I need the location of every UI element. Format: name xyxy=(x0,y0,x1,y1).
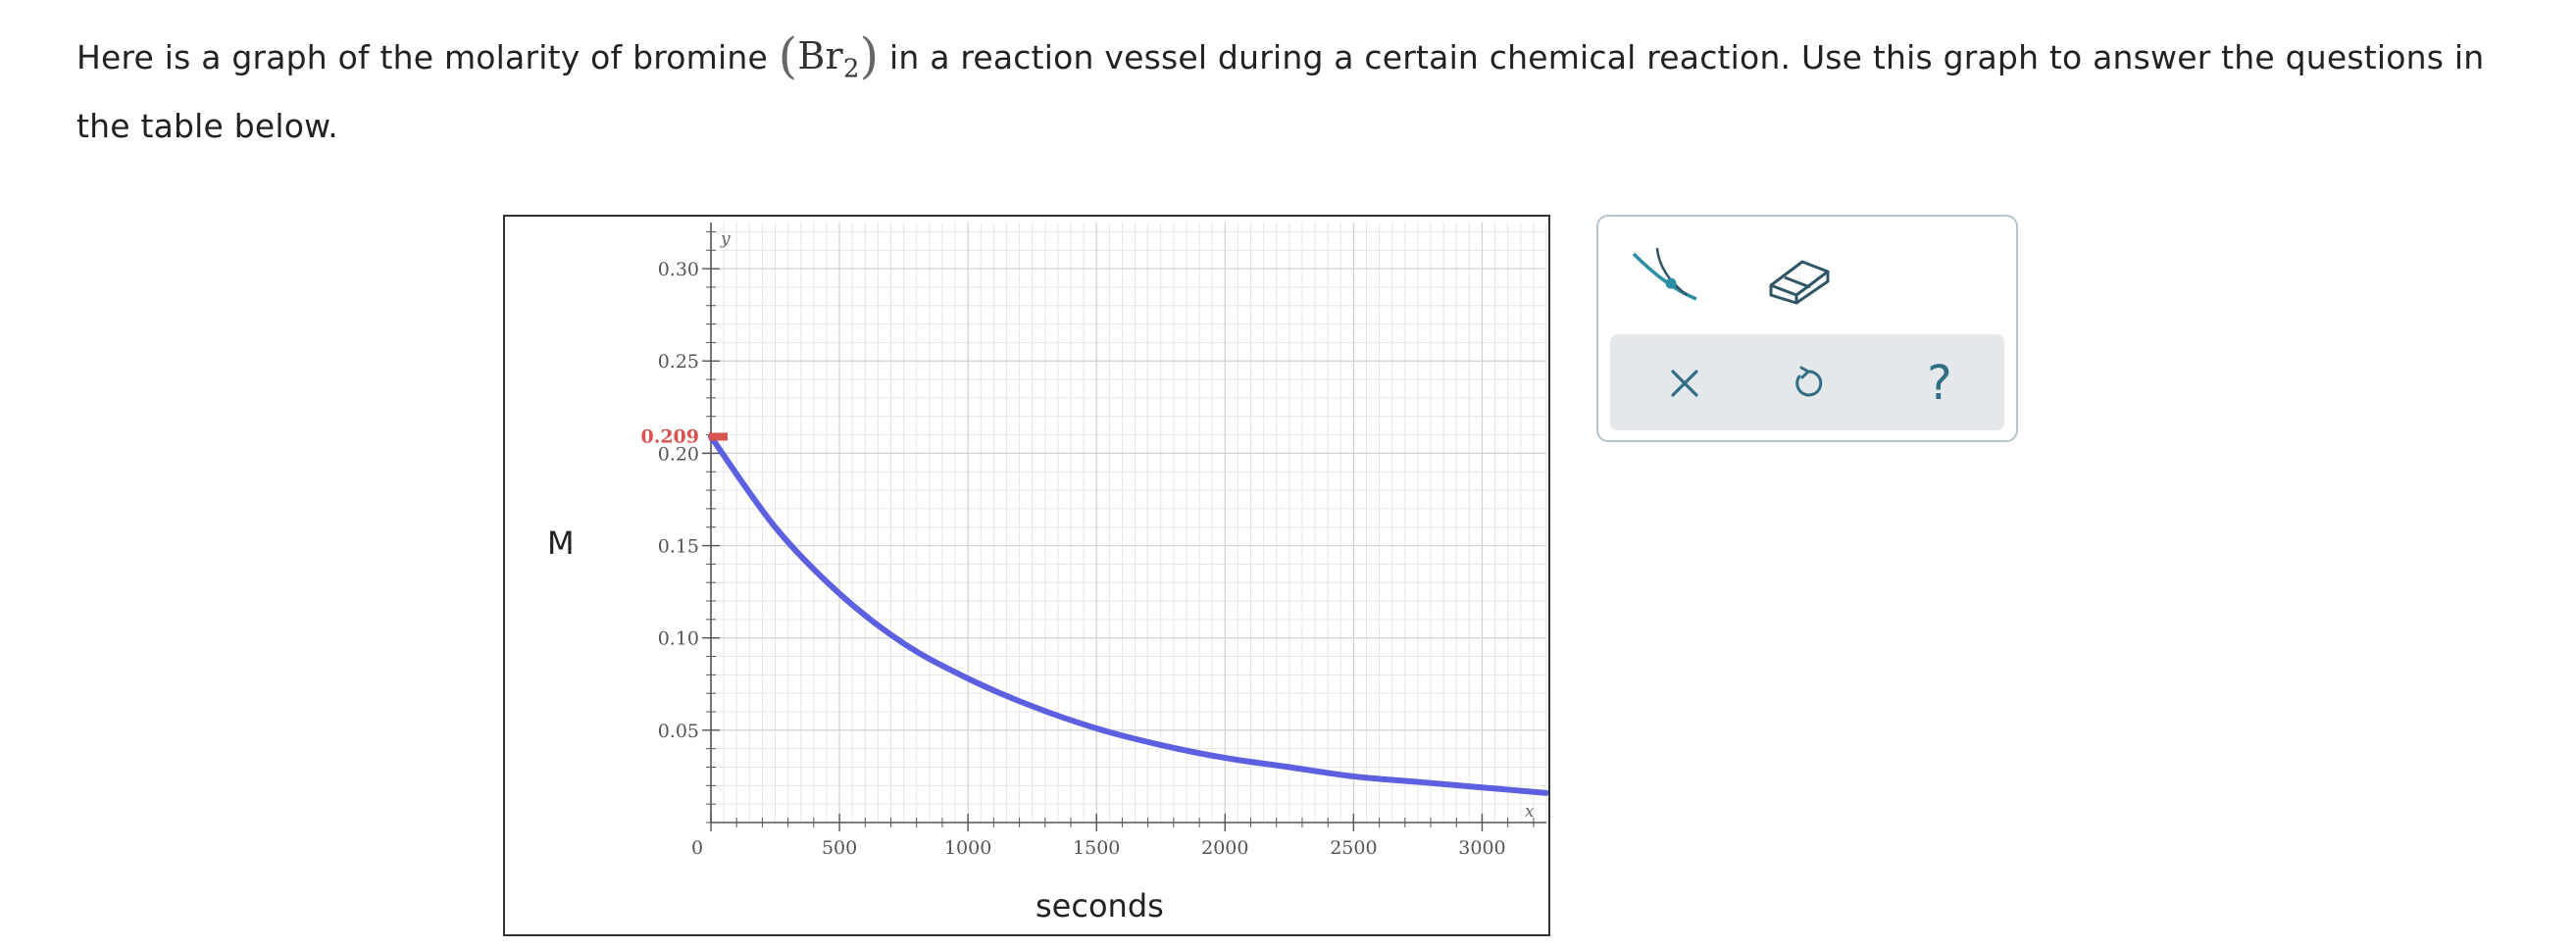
x-tick-label: 2500 xyxy=(1330,837,1377,859)
x-variable-label: x xyxy=(1525,802,1535,822)
y-axis-title: M xyxy=(547,524,575,562)
action-bar: ? xyxy=(1610,334,2004,430)
intro-after: in a reaction vessel during a certain ch… xyxy=(76,38,2485,145)
initial-value-label: 0.209 xyxy=(641,425,700,447)
eraser-tool[interactable] xyxy=(1763,246,1838,311)
molarity-curve[interactable] xyxy=(708,433,1548,796)
x-tick-label: 3000 xyxy=(1458,837,1505,859)
curve-draw-tool[interactable] xyxy=(1628,244,1706,311)
y-variable-label: y xyxy=(720,229,731,249)
eraser-icon xyxy=(1769,260,1830,305)
intro-before: Here is a graph of the molarity of bromi… xyxy=(76,38,779,76)
y-tick-label: 0.10 xyxy=(658,628,699,650)
undo-button[interactable] xyxy=(1781,356,1836,411)
x-tick-label: 1500 xyxy=(1073,837,1120,859)
formula-sub: 2 xyxy=(842,54,860,84)
x-tick-label: 1000 xyxy=(944,837,991,859)
y-tick-label: 0.25 xyxy=(658,351,699,373)
molarity-chart[interactable]: 0 500 1000 1500 2000 2500 3000 0.05 0.10 0.15 0.20… xyxy=(505,217,1548,934)
help-button[interactable]: ? xyxy=(1927,356,1952,411)
y-tick-label: 0.20 xyxy=(658,443,699,465)
curve-draw-icon xyxy=(1632,247,1697,301)
undo-icon xyxy=(1795,366,1823,397)
graph-box[interactable]: 0 500 1000 1500 2000 2500 3000 0.05 0.10 0.15 0.20… xyxy=(503,215,1550,936)
initial-value-marker xyxy=(709,432,728,441)
y-tick-label: 0.30 xyxy=(658,259,699,280)
close-icon xyxy=(1671,370,1698,397)
x-tick-label: 2000 xyxy=(1201,837,1248,859)
x-axis-title: seconds xyxy=(1035,887,1164,924)
y-tick-label: 0.15 xyxy=(658,536,699,558)
x-tick-label: 0 xyxy=(691,837,703,859)
tool-row xyxy=(1598,217,2016,329)
bromine-formula: (Br2) xyxy=(778,27,880,84)
drawing-tool-panel: ? xyxy=(1596,215,2018,442)
intro-text: Here is a graph of the molarity of bromi… xyxy=(76,24,2508,155)
y-tick-label: 0.05 xyxy=(658,721,699,742)
formula-main: Br xyxy=(797,34,843,77)
x-tick-label: 500 xyxy=(822,837,857,859)
clear-button[interactable] xyxy=(1657,356,1712,411)
